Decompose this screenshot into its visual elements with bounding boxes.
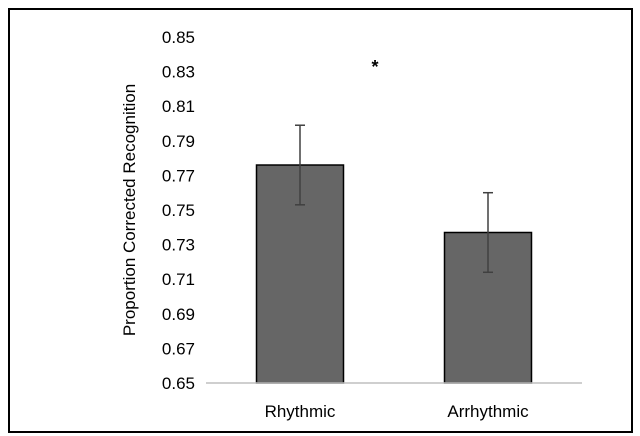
y-tick-label: 0.71 [162,270,195,289]
y-tick-label: 0.73 [162,236,195,255]
y-tick-label: 0.83 [162,63,195,82]
y-axis-ticks: 0.85 0.83 0.81 0.79 0.77 0.75 0.73 0.71 0.69 0.67… [162,28,195,393]
y-tick-label: 0.81 [162,97,195,116]
y-tick-label: 0.77 [162,166,195,185]
error-bar-arrhythmic [483,191,493,274]
x-tick-label-rhythmic: Rhythmic [265,402,336,421]
y-tick-label: 0.75 [162,201,195,220]
x-axis-labels: Rhythmic Arrhythmic [265,402,530,421]
y-axis-label: Proportion Corrected Recognition [120,84,139,336]
error-bar-rhythmic [295,124,305,206]
significance-marker: * [371,57,378,77]
y-tick-label: 0.65 [162,374,195,393]
y-tick-label: 0.79 [162,132,195,151]
error-bars-group [295,124,493,274]
chart-frame: 0.85 0.83 0.81 0.79 0.77 0.75 0.73 0.71 0.69 0.67… [8,8,633,433]
bars-group [255,164,533,384]
x-tick-label-arrhythmic: Arrhythmic [447,402,529,421]
bar-chart: 0.85 0.83 0.81 0.79 0.77 0.75 0.73 0.71 0.69 0.67… [120,28,582,421]
y-tick-label: 0.69 [162,305,195,324]
y-tick-label: 0.85 [162,28,195,47]
y-tick-label: 0.67 [162,339,195,358]
